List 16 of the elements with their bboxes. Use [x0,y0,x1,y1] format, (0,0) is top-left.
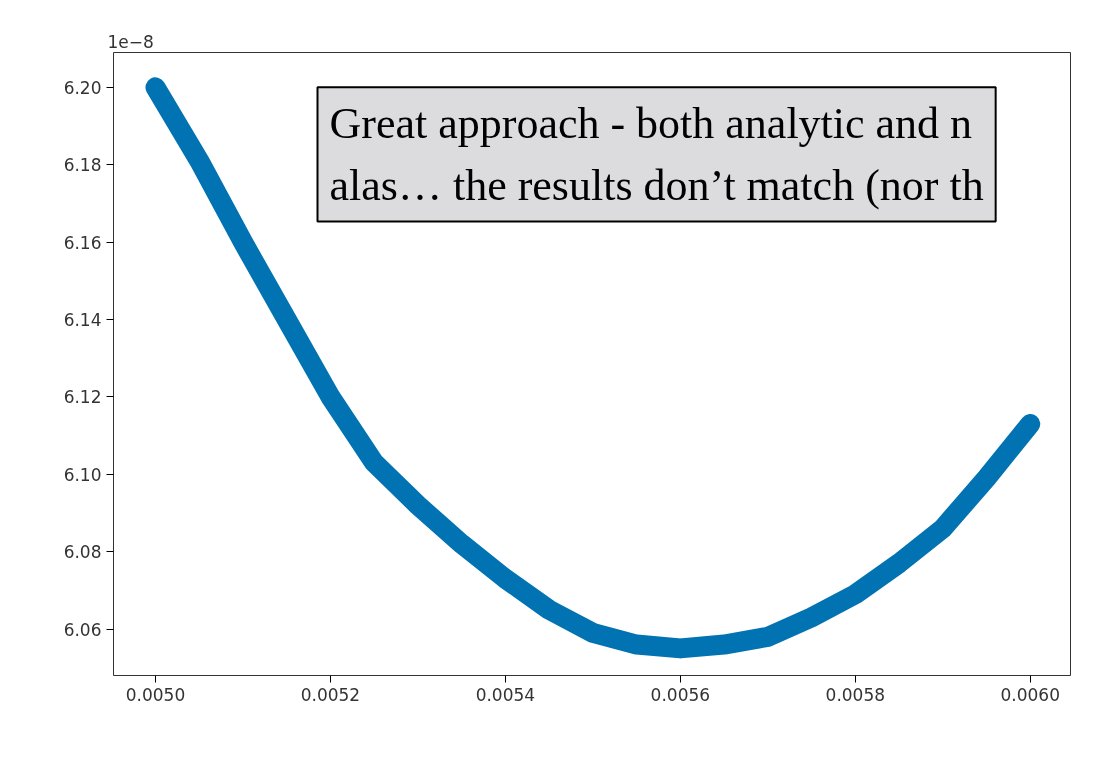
x-tick-label: 0.0050 [125,684,186,705]
text: 1e−8 [107,31,154,52]
x-tick-label: 0.0054 [475,684,536,705]
y-tick-label: 6.14 [63,310,102,330]
y-tick-label: 6.16 [63,232,102,253]
y-tick-label: 6.10 [63,464,102,485]
x-tick-label: 0.0058 [825,684,886,705]
x-tick-label: 0.0060 [1000,684,1060,705]
x-tick-label: 0.0052 [300,684,361,705]
y-tick-label: 6.08 [63,542,102,563]
y-tick-label: 6.20 [63,77,102,98]
y-tick-label: 6.12 [63,387,102,408]
y-tick-label: 6.06 [63,619,102,640]
y-tick-label: 6.18 [63,155,102,176]
x-tick-label: 0.0056 [650,684,711,705]
annotation: Great approach - both analytic and n alas… the results don’t match (nor th [329,99,984,210]
